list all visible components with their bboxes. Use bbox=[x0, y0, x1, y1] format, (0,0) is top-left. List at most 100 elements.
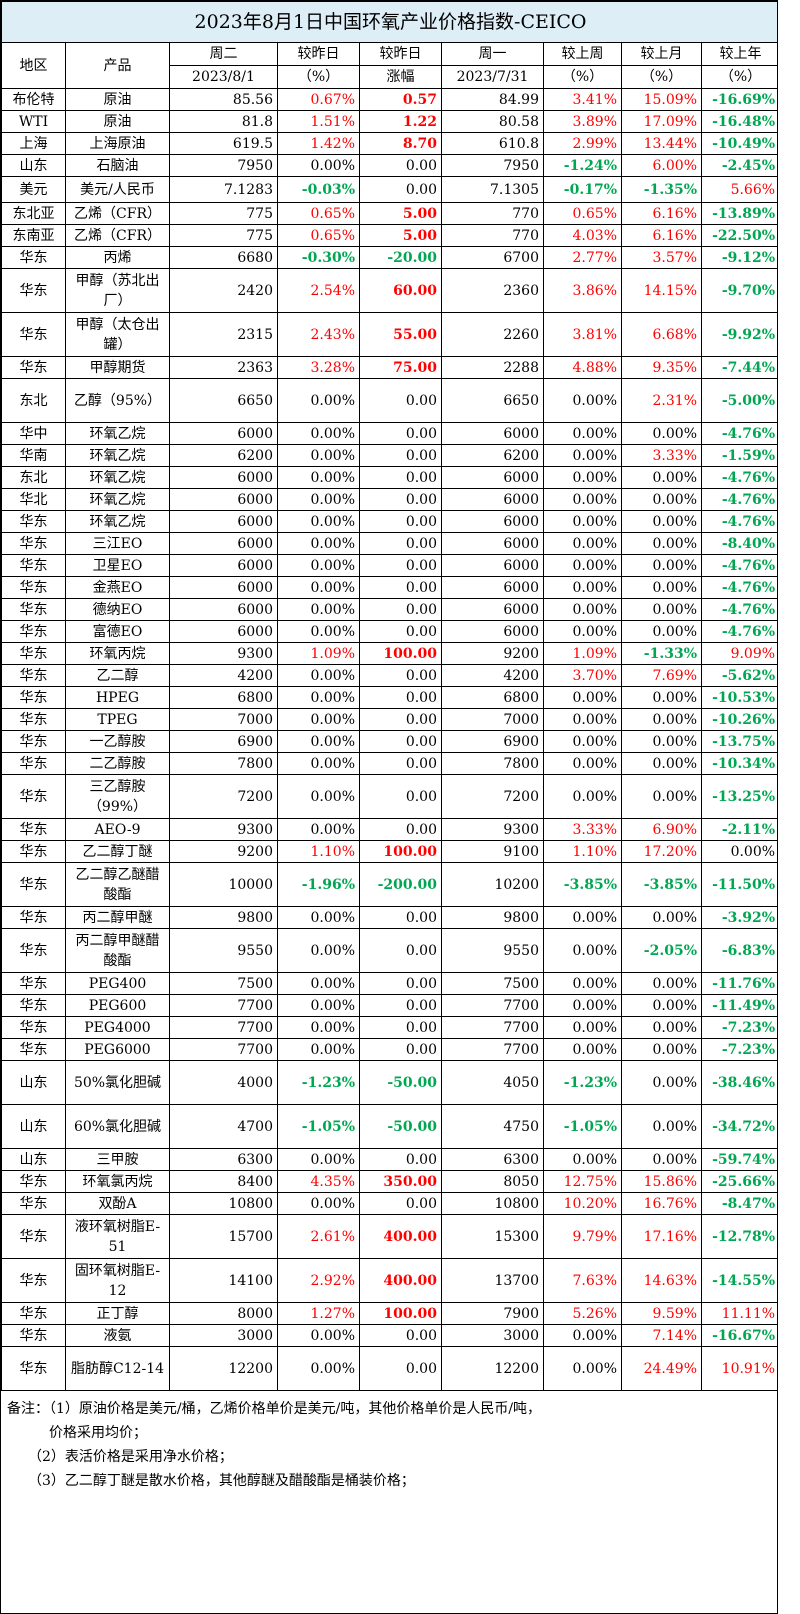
cell-dod-pct: 0.00% bbox=[277, 686, 360, 709]
cell-today-price: 85.56 bbox=[169, 88, 278, 111]
cell-region: 华东 bbox=[1, 818, 66, 841]
cell-mom: 14.15% bbox=[621, 268, 702, 313]
cell-yoy: -7.23% bbox=[700, 1016, 777, 1039]
cell-dod-pct: 2.54% bbox=[277, 268, 360, 313]
cell-dod-pct: 0.00% bbox=[277, 708, 360, 731]
cell-dod-pct: -0.03% bbox=[277, 176, 360, 203]
cell-dod-amt: 0.00 bbox=[359, 1038, 442, 1061]
table-row: 华北 环氧乙烷 6000 0.00% 0.00 6000 0.00% 0.00% -4.76% bbox=[1, 488, 777, 511]
header-mom: 较上月 bbox=[621, 42, 702, 66]
cell-wow: 0.00% bbox=[543, 774, 622, 819]
cell-yoy: 9.09% bbox=[700, 642, 777, 665]
table-row: 上海 上海原油 619.5 1.42% 8.70 610.8 2.99% 13.44% -10.… bbox=[1, 132, 777, 155]
cell-today-price: 8000 bbox=[169, 1302, 278, 1325]
cell-yoy: -13.25% bbox=[700, 774, 777, 819]
table-row: 山东 三甲胺 6300 0.00% 0.00 6300 0.00% 0.00% -59.74% bbox=[1, 1148, 777, 1171]
cell-dod-pct: 0.00% bbox=[277, 1346, 360, 1391]
header-today-date: 2023/8/1 bbox=[169, 65, 278, 89]
cell-product: 石脑油 bbox=[65, 154, 170, 177]
cell-dod-pct: 0.67% bbox=[277, 88, 360, 111]
cell-dod-amt: -50.00 bbox=[359, 1104, 442, 1149]
cell-yoy: -8.47% bbox=[700, 1192, 777, 1215]
cell-wow: 12.75% bbox=[543, 1170, 622, 1193]
cell-region: 华东 bbox=[1, 312, 66, 357]
table-row: 华东 二乙醇胺 7800 0.00% 0.00 7800 0.00% 0.00% -10.34% bbox=[1, 752, 777, 775]
cell-region: 华东 bbox=[1, 664, 66, 687]
header-dod-pct: 较昨日 bbox=[277, 42, 360, 66]
cell-yoy: -5.62% bbox=[700, 664, 777, 687]
cell-prev-price: 6700 bbox=[441, 246, 544, 269]
table-row: 美元 美元/人民币 7.1283 -0.03% 0.00 7.1305 -0.17% -1.3… bbox=[1, 176, 777, 203]
table-row: 东北 环氧乙烷 6000 0.00% 0.00 6000 0.00% 0.00% -4.76% bbox=[1, 466, 777, 489]
cell-wow: 0.00% bbox=[543, 752, 622, 775]
cell-wow: 0.00% bbox=[543, 422, 622, 445]
cell-yoy: -4.76% bbox=[700, 620, 777, 643]
cell-dod-pct: 1.42% bbox=[277, 132, 360, 155]
cell-dod-pct: 0.00% bbox=[277, 444, 360, 467]
cell-wow: 9.79% bbox=[543, 1214, 622, 1259]
cell-dod-pct: 1.27% bbox=[277, 1302, 360, 1325]
cell-dod-amt: 60.00 bbox=[359, 268, 442, 313]
cell-prev-price: 6000 bbox=[441, 620, 544, 643]
cell-today-price: 7000 bbox=[169, 708, 278, 731]
cell-today-price: 81.8 bbox=[169, 110, 278, 133]
cell-mom: 0.00% bbox=[621, 576, 702, 599]
cell-wow: 3.41% bbox=[543, 88, 622, 111]
table-row: 东北 乙醇（95%） 6650 0.00% 0.00 6650 0.00% 2.31% -5.0… bbox=[1, 378, 777, 423]
cell-mom: 0.00% bbox=[621, 488, 702, 511]
table-row: 华东 液环氧树脂E-51 15700 2.61% 400.00 15300 9.79% 17.… bbox=[1, 1214, 777, 1259]
cell-product: 环氧乙烷 bbox=[65, 510, 170, 533]
cell-wow: 7.63% bbox=[543, 1258, 622, 1303]
cell-dod-amt: 1.22 bbox=[359, 110, 442, 133]
header-dod-amt: 较昨日 bbox=[359, 42, 442, 66]
cell-yoy: -16.69% bbox=[700, 88, 777, 111]
notes: 备注：（1）原油价格是美元/桶，乙烯价格单价是美元/吨，其他价格单价是人民币/吨… bbox=[1, 1391, 777, 1493]
cell-dod-amt: 0.00 bbox=[359, 422, 442, 445]
cell-product: HPEG bbox=[65, 686, 170, 709]
cell-yoy: -16.48% bbox=[700, 110, 777, 133]
cell-dod-pct: -1.05% bbox=[277, 1104, 360, 1149]
cell-product: 环氧乙烷 bbox=[65, 422, 170, 445]
cell-dod-pct: 2.92% bbox=[277, 1258, 360, 1303]
cell-dod-pct: 0.00% bbox=[277, 488, 360, 511]
cell-dod-amt: 75.00 bbox=[359, 356, 442, 379]
cell-dod-pct: 0.00% bbox=[277, 466, 360, 489]
cell-product: 丙二醇甲醚醋酸酯 bbox=[65, 928, 170, 973]
cell-yoy: -11.76% bbox=[700, 972, 777, 995]
cell-mom: 14.63% bbox=[621, 1258, 702, 1303]
cell-wow: 0.00% bbox=[543, 1148, 622, 1171]
cell-dod-pct: 0.00% bbox=[277, 510, 360, 533]
table-row: 华东 丙烯 6680 -0.30% -20.00 6700 2.77% 3.57% -9.12% bbox=[1, 246, 777, 269]
cell-prev-price: 7800 bbox=[441, 752, 544, 775]
cell-product: PEG600 bbox=[65, 994, 170, 1017]
cell-today-price: 775 bbox=[169, 202, 278, 225]
cell-wow: 10.20% bbox=[543, 1192, 622, 1215]
price-table: 2023年8月1日中国环氧产业价格指数-CEICO 地区 产品 周二 较昨日 较… bbox=[1, 1, 777, 1391]
cell-wow: 0.00% bbox=[543, 1016, 622, 1039]
cell-prev-price: 8050 bbox=[441, 1170, 544, 1193]
cell-dod-pct: 1.10% bbox=[277, 840, 360, 863]
table-row: 华东 PEG4000 7700 0.00% 0.00 7700 0.00% 0.00% -7.2… bbox=[1, 1016, 777, 1039]
cell-product: 乙烯（CFR） bbox=[65, 202, 170, 225]
table-row: 华东 甲醇期货 2363 3.28% 75.00 2288 4.88% 9.35% -7.44% bbox=[1, 356, 777, 379]
header-prev-date: 2023/7/31 bbox=[441, 65, 544, 89]
cell-dod-pct: 0.00% bbox=[277, 1038, 360, 1061]
cell-today-price: 6000 bbox=[169, 422, 278, 445]
cell-yoy: -4.76% bbox=[700, 422, 777, 445]
cell-product: 液氨 bbox=[65, 1324, 170, 1347]
cell-dod-amt: 0.00 bbox=[359, 378, 442, 423]
cell-mom: 0.00% bbox=[621, 554, 702, 577]
cell-today-price: 7200 bbox=[169, 774, 278, 819]
cell-dod-amt: 0.00 bbox=[359, 752, 442, 775]
cell-product: 环氧乙烷 bbox=[65, 488, 170, 511]
cell-prev-price: 10800 bbox=[441, 1192, 544, 1215]
cell-dod-amt: 55.00 bbox=[359, 312, 442, 357]
cell-prev-price: 7700 bbox=[441, 994, 544, 1017]
cell-prev-price: 9100 bbox=[441, 840, 544, 863]
cell-dod-amt: 5.00 bbox=[359, 202, 442, 225]
cell-yoy: -14.55% bbox=[700, 1258, 777, 1303]
cell-wow: 0.00% bbox=[543, 488, 622, 511]
cell-mom: 15.09% bbox=[621, 88, 702, 111]
cell-dod-amt: 0.00 bbox=[359, 1148, 442, 1171]
cell-product: 原油 bbox=[65, 110, 170, 133]
